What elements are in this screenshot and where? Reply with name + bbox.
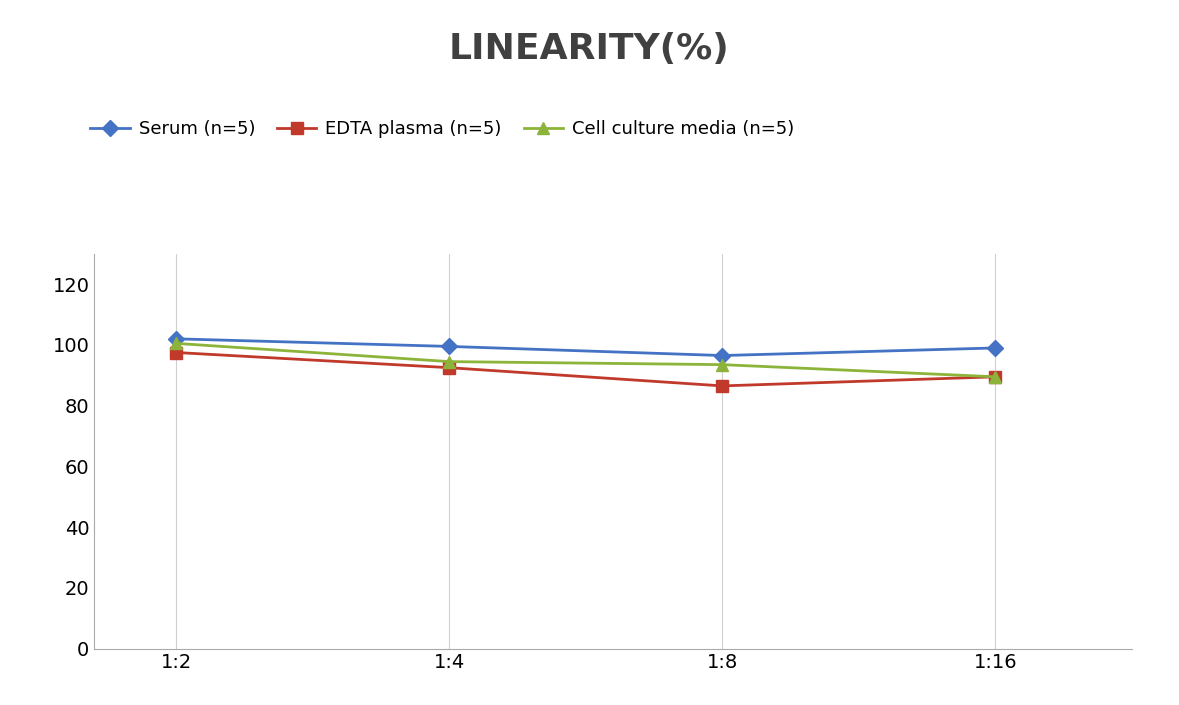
Legend: Serum (n=5), EDTA plasma (n=5), Cell culture media (n=5): Serum (n=5), EDTA plasma (n=5), Cell cul… [83, 113, 802, 145]
Text: LINEARITY(%): LINEARITY(%) [449, 32, 730, 66]
